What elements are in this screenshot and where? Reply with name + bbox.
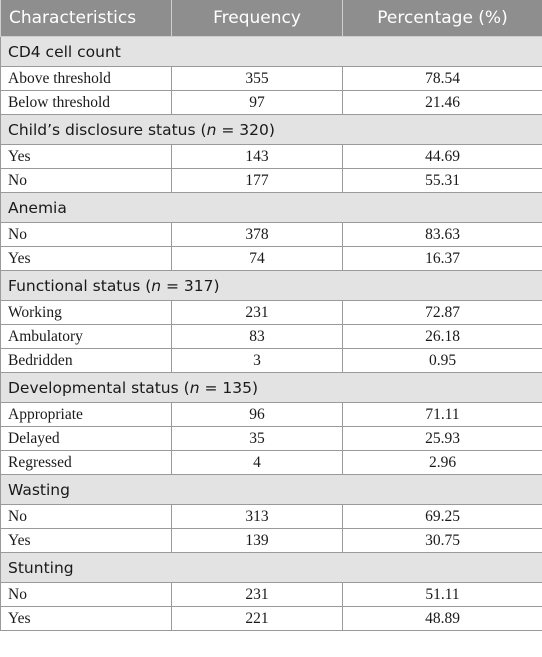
percentage-cell: 72.87 [342, 300, 542, 325]
sample-size-variable: n [189, 378, 200, 397]
table-row: No 177 55.31 [0, 168, 542, 193]
percentage-cell: 0.95 [342, 348, 542, 373]
sample-size-value: = 135) [199, 378, 258, 397]
table-row: Delayed 35 25.93 [0, 426, 542, 451]
sample-size-variable: n [206, 120, 217, 139]
percentage-cell: 48.89 [342, 606, 542, 631]
section-header-row: Stunting [0, 552, 542, 583]
frequency-cell: 177 [171, 168, 343, 193]
section-title: Wasting [0, 474, 542, 505]
header-frequency: Frequency [171, 0, 343, 37]
frequency-cell: 378 [171, 222, 343, 247]
frequency-cell: 231 [171, 300, 343, 325]
section-title-text: Anemia [8, 198, 67, 217]
percentage-cell: 71.11 [342, 402, 542, 427]
sample-size-value: = 317) [161, 276, 220, 295]
section-header-row: Functional status (n = 317) [0, 270, 542, 301]
row-label-cell: Bedridden [0, 348, 172, 373]
header-percentage: Percentage (%) [342, 0, 542, 37]
section-title: Developmental status (n = 135) [0, 372, 542, 403]
percentage-cell: 16.37 [342, 246, 542, 271]
row-label-cell: Above threshold [0, 66, 172, 91]
section-header-row: CD4 cell count [0, 36, 542, 67]
row-label-cell: Below threshold [0, 90, 172, 115]
section-title-text: Stunting [8, 558, 74, 577]
section-title-text: Developmental status ( [8, 378, 190, 397]
row-label-cell: No [0, 582, 172, 607]
row-label-cell: Yes [0, 144, 172, 169]
frequency-cell: 74 [171, 246, 343, 271]
section-header-row: Anemia [0, 192, 542, 223]
table-row: Ambulatory 83 26.18 [0, 324, 542, 349]
row-label-cell: No [0, 168, 172, 193]
frequency-cell: 35 [171, 426, 343, 451]
percentage-cell: 21.46 [342, 90, 542, 115]
frequency-cell: 83 [171, 324, 343, 349]
section-title: Stunting [0, 552, 542, 583]
sample-size-value: = 320) [216, 120, 275, 139]
row-label-cell: Yes [0, 606, 172, 631]
section-header-row: Child’s disclosure status (n = 320) [0, 114, 542, 145]
table-row: No 231 51.11 [0, 582, 542, 607]
table-row: Yes 139 30.75 [0, 528, 542, 553]
section-header-row: Developmental status (n = 135) [0, 372, 542, 403]
row-label-cell: Working [0, 300, 172, 325]
table-row: Regressed 4 2.96 [0, 450, 542, 475]
percentage-cell: 55.31 [342, 168, 542, 193]
frequency-cell: 143 [171, 144, 343, 169]
section-title-text: Wasting [8, 480, 70, 499]
table-row: Yes 74 16.37 [0, 246, 542, 271]
table-header-row: Characteristics Frequency Percentage (%) [0, 0, 542, 37]
frequency-cell: 97 [171, 90, 343, 115]
frequency-cell: 139 [171, 528, 343, 553]
section-title: CD4 cell count [0, 36, 542, 67]
section-title-text: Child’s disclosure status ( [8, 120, 207, 139]
row-label-cell: Yes [0, 528, 172, 553]
table-row: Above threshold 355 78.54 [0, 66, 542, 91]
percentage-cell: 25.93 [342, 426, 542, 451]
table-row: No 313 69.25 [0, 504, 542, 529]
row-label-cell: Delayed [0, 426, 172, 451]
row-label-cell: No [0, 504, 172, 529]
frequency-cell: 231 [171, 582, 343, 607]
section-title-text: Functional status ( [8, 276, 152, 295]
frequency-cell: 313 [171, 504, 343, 529]
section-title: Anemia [0, 192, 542, 223]
percentage-cell: 78.54 [342, 66, 542, 91]
percentage-cell: 30.75 [342, 528, 542, 553]
percentage-cell: 69.25 [342, 504, 542, 529]
frequency-cell: 3 [171, 348, 343, 373]
percentage-cell: 2.96 [342, 450, 542, 475]
sample-size-variable: n [151, 276, 162, 295]
percentage-cell: 26.18 [342, 324, 542, 349]
frequency-cell: 355 [171, 66, 343, 91]
row-label-cell: Regressed [0, 450, 172, 475]
table-row: Working 231 72.87 [0, 300, 542, 325]
table-row: Appropriate 96 71.11 [0, 402, 542, 427]
frequency-cell: 221 [171, 606, 343, 631]
table-row: Bedridden 3 0.95 [0, 348, 542, 373]
row-label-cell: No [0, 222, 172, 247]
percentage-cell: 83.63 [342, 222, 542, 247]
percentage-cell: 44.69 [342, 144, 542, 169]
percentage-cell: 51.11 [342, 582, 542, 607]
section-title: Child’s disclosure status (n = 320) [0, 114, 542, 145]
table-body: CD4 cell count Above threshold 355 78.54 Bel… [0, 36, 542, 631]
table-row: No 378 83.63 [0, 222, 542, 247]
section-title-text: CD4 cell count [8, 42, 121, 61]
characteristics-table: Characteristics Frequency Percentage (%)… [0, 0, 542, 631]
table-row: Yes 143 44.69 [0, 144, 542, 169]
frequency-cell: 4 [171, 450, 343, 475]
row-label-cell: Ambulatory [0, 324, 172, 349]
row-label-cell: Appropriate [0, 402, 172, 427]
frequency-cell: 96 [171, 402, 343, 427]
table-row: Yes 221 48.89 [0, 606, 542, 631]
section-title: Functional status (n = 317) [0, 270, 542, 301]
row-label-cell: Yes [0, 246, 172, 271]
section-header-row: Wasting [0, 474, 542, 505]
header-characteristics: Characteristics [0, 0, 172, 37]
table-row: Below threshold 97 21.46 [0, 90, 542, 115]
